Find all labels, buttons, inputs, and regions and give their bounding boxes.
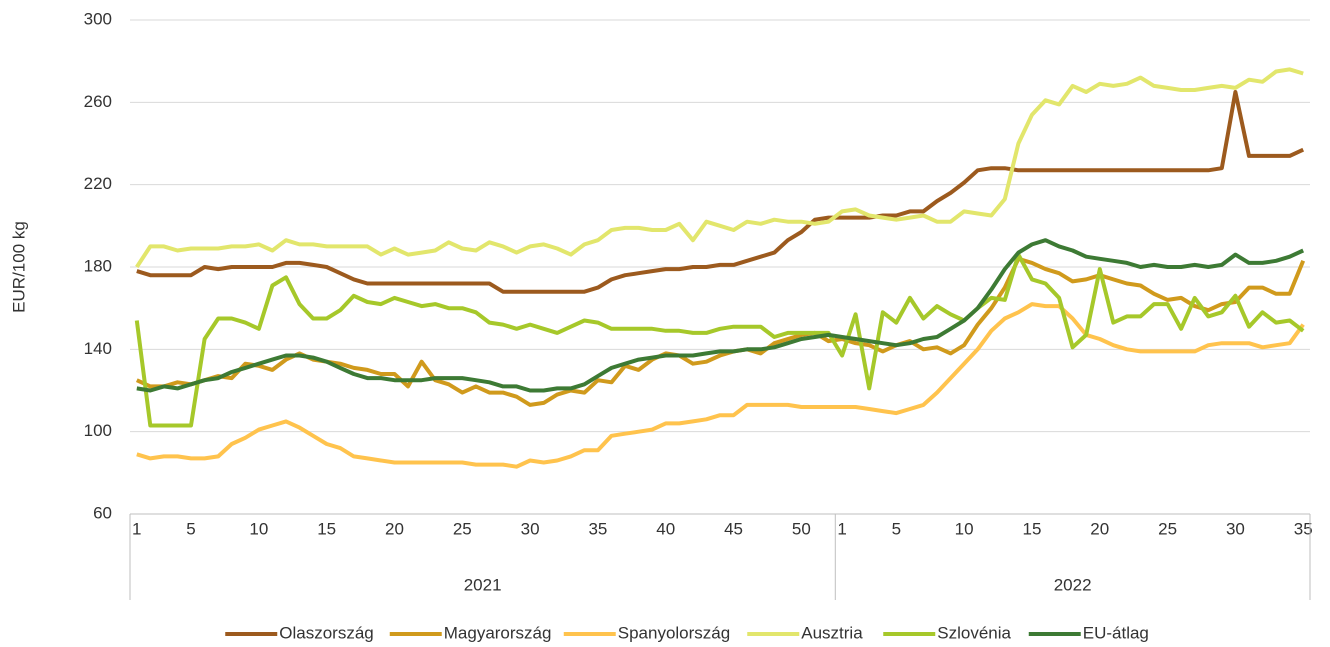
series-line xyxy=(135,67,1304,269)
x-tick-label: 25 xyxy=(453,519,472,538)
x-tick-label: 20 xyxy=(1090,519,1109,538)
x-tick-label: 30 xyxy=(1226,519,1245,538)
legend-label: Szlovénia xyxy=(937,623,1011,642)
legend-label: Olaszország xyxy=(279,623,373,642)
series-line xyxy=(136,90,1305,294)
series-line xyxy=(134,252,1305,428)
series-line xyxy=(136,238,1305,393)
x-tick-label: 15 xyxy=(317,519,336,538)
x-tick-label: 15 xyxy=(1022,519,1041,538)
y-tick-label: 60 xyxy=(93,503,112,522)
x-tick-label: 5 xyxy=(186,519,195,538)
x-tick-label: 25 xyxy=(1158,519,1177,538)
x-tick-label: 30 xyxy=(521,519,540,538)
y-tick-label: 140 xyxy=(84,339,112,358)
x-tick-label: 45 xyxy=(724,519,743,538)
group-label: 2021 xyxy=(464,575,502,594)
legend-label: Spanyolország xyxy=(618,623,730,642)
x-tick-label: 50 xyxy=(792,519,811,538)
y-axis-label: EUR/100 kg xyxy=(9,221,28,313)
x-tick-label: 20 xyxy=(385,519,404,538)
group-label: 2022 xyxy=(1054,575,1092,594)
y-tick-label: 180 xyxy=(84,256,112,275)
y-tick-label: 220 xyxy=(84,174,112,193)
x-tick-label: 35 xyxy=(588,519,607,538)
x-tick-label: 10 xyxy=(249,519,268,538)
x-tick-label: 1 xyxy=(132,519,141,538)
series-line xyxy=(135,256,1306,407)
x-tick-label: 1 xyxy=(837,519,846,538)
x-tick-label: 40 xyxy=(656,519,675,538)
y-tick-label: 260 xyxy=(84,92,112,111)
x-tick-label: 5 xyxy=(892,519,901,538)
series-line xyxy=(136,302,1305,469)
x-tick-label: 10 xyxy=(955,519,974,538)
legend-label: Ausztria xyxy=(801,623,863,642)
legend-label: Magyarország xyxy=(444,623,552,642)
y-tick-label: 100 xyxy=(84,421,112,440)
y-tick-label: 300 xyxy=(84,9,112,28)
legend-label: EU-átlag xyxy=(1083,623,1149,642)
x-tick-label: 35 xyxy=(1294,519,1313,538)
